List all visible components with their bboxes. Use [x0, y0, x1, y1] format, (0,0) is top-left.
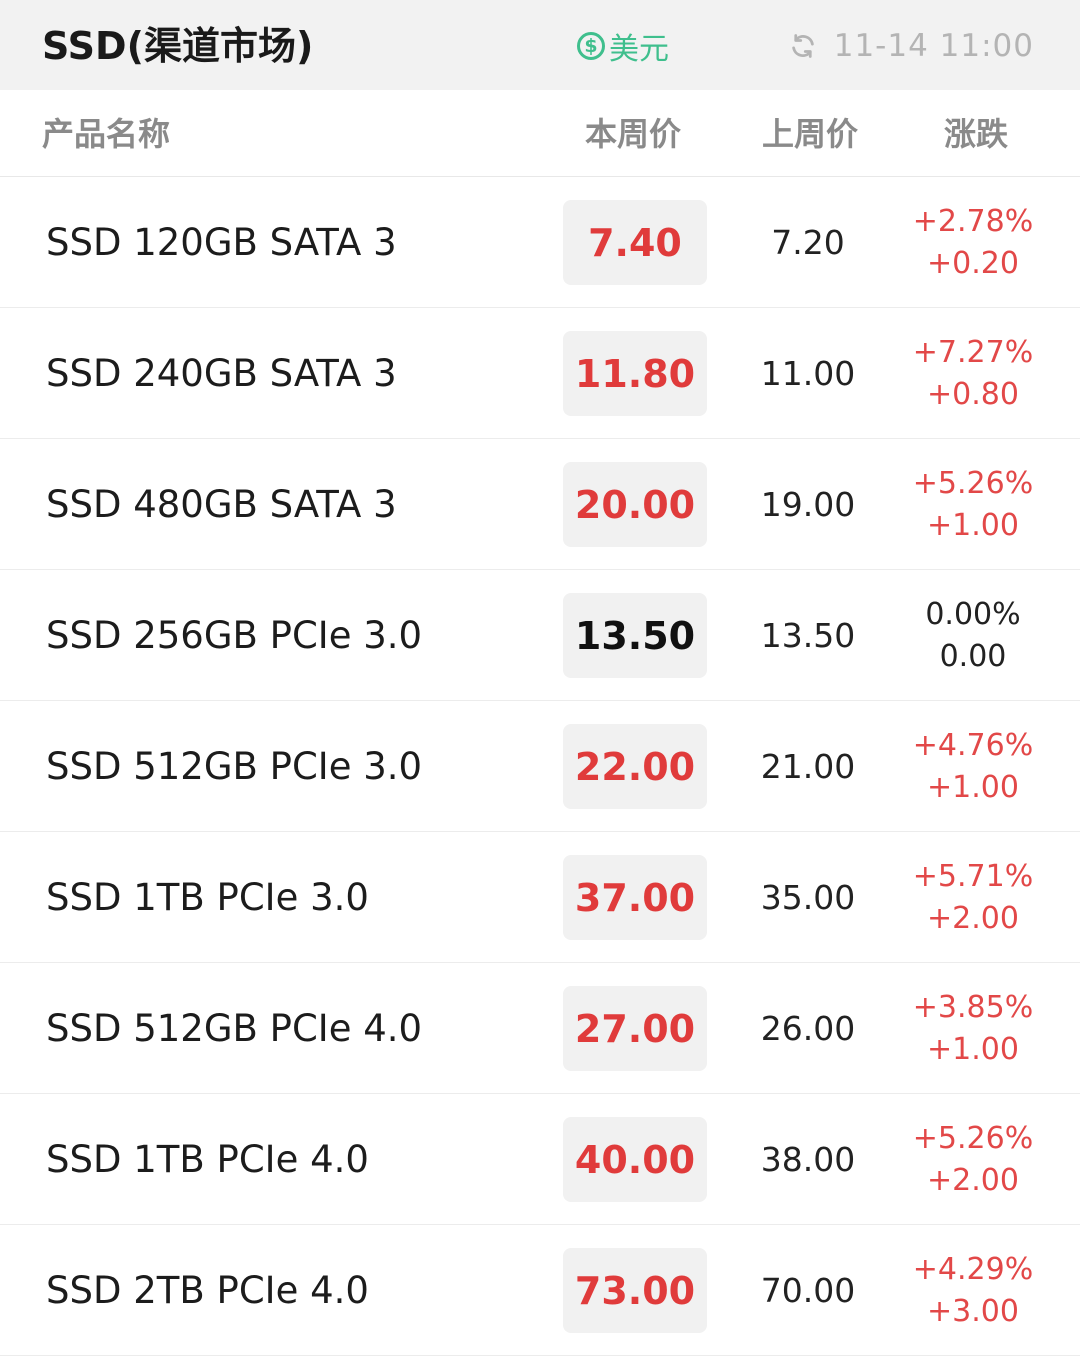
change-percent: 0.00% [925, 597, 1021, 632]
change-percent: +5.26% [912, 466, 1034, 501]
last-week-price: 35.00 [760, 878, 856, 917]
this-week-price: 73.00 [563, 1248, 707, 1333]
page-title: SSD(渠道市场) [42, 24, 314, 68]
table-row[interactable]: SSD 480GB SATA 3 20.00 19.00 +5.26% +1.0… [0, 439, 1080, 570]
this-week-price: 13.50 [563, 593, 707, 678]
product-name: SSD 480GB SATA 3 [46, 483, 397, 526]
this-week-price: 37.00 [563, 855, 707, 940]
price-change: 0.00% 0.00 [902, 594, 1044, 678]
column-header-last-week[interactable]: 上周价 [762, 115, 859, 153]
this-week-price: 11.80 [563, 331, 707, 416]
product-name: SSD 1TB PCIe 3.0 [46, 876, 369, 919]
this-week-price: 22.00 [563, 724, 707, 809]
price-change: +7.27% +0.80 [902, 332, 1044, 416]
product-name: SSD 1TB PCIe 4.0 [46, 1138, 369, 1181]
refresh-button[interactable]: 11-14 11:00 [788, 26, 1034, 66]
table-row[interactable]: SSD 256GB PCIe 3.0 13.50 13.50 0.00% 0.0… [0, 570, 1080, 701]
currency-toggle[interactable]: $ 美元 [577, 26, 669, 67]
price-change: +5.71% +2.00 [902, 856, 1044, 940]
change-percent: +5.26% [912, 1121, 1034, 1156]
this-week-price: 27.00 [563, 986, 707, 1071]
price-change: +3.85% +1.00 [902, 987, 1044, 1071]
table-row[interactable]: SSD 2TB PCIe 4.0 73.00 70.00 +4.29% +3.0… [0, 1225, 1080, 1356]
this-week-price: 20.00 [563, 462, 707, 547]
table-row[interactable]: SSD 1TB PCIe 3.0 37.00 35.00 +5.71% +2.0… [0, 832, 1080, 963]
change-amount: +0.20 [927, 246, 1019, 281]
dollar-icon: $ [577, 32, 605, 60]
last-week-price: 7.20 [771, 223, 845, 262]
last-week-price: 11.00 [760, 354, 856, 393]
price-change: +4.76% +1.00 [902, 725, 1044, 809]
this-week-price: 40.00 [563, 1117, 707, 1202]
last-week-price: 38.00 [760, 1140, 856, 1179]
change-amount: +1.00 [927, 508, 1019, 543]
change-amount: +0.80 [927, 377, 1019, 412]
table-row[interactable]: SSD 120GB SATA 3 7.40 7.20 +2.78% +0.20 [0, 177, 1080, 308]
table-row[interactable]: SSD 512GB PCIe 3.0 22.00 21.00 +4.76% +1… [0, 701, 1080, 832]
product-name: SSD 256GB PCIe 3.0 [46, 614, 423, 657]
change-percent: +3.85% [912, 990, 1034, 1025]
price-change: +5.26% +1.00 [902, 463, 1044, 547]
last-week-price: 19.00 [760, 485, 856, 524]
change-percent: +5.71% [912, 859, 1034, 894]
updated-time: 11-14 11:00 [833, 28, 1034, 64]
last-week-price: 13.50 [760, 616, 856, 655]
change-percent: +4.29% [912, 1252, 1034, 1287]
column-header-change[interactable]: 涨跌 [944, 115, 1009, 153]
price-change: +2.78% +0.20 [902, 201, 1044, 285]
change-amount: +3.00 [927, 1294, 1019, 1329]
table-row[interactable]: SSD 512GB PCIe 4.0 27.00 26.00 +3.85% +1… [0, 963, 1080, 1094]
change-percent: +2.78% [912, 204, 1034, 239]
product-name: SSD 512GB PCIe 3.0 [46, 745, 423, 788]
product-name: SSD 2TB PCIe 4.0 [46, 1269, 369, 1312]
table-row[interactable]: SSD 240GB SATA 3 11.80 11.00 +7.27% +0.8… [0, 308, 1080, 439]
table-header: 产品名称 本周价 上周价 涨跌 [0, 90, 1080, 177]
column-header-this-week[interactable]: 本周价 [585, 115, 682, 153]
currency-label: 美元 [609, 32, 669, 67]
change-amount: +1.00 [927, 770, 1019, 805]
change-amount: 0.00 [939, 639, 1007, 674]
last-week-price: 21.00 [760, 747, 856, 786]
price-table: SSD 120GB SATA 3 7.40 7.20 +2.78% +0.20 … [0, 177, 1080, 1356]
page-header: SSD(渠道市场) $ 美元 11-14 11:00 [0, 0, 1080, 90]
change-amount: +2.00 [927, 1163, 1019, 1198]
price-change: +4.29% +3.00 [902, 1249, 1044, 1333]
change-amount: +1.00 [927, 1032, 1019, 1067]
last-week-price: 70.00 [760, 1271, 856, 1310]
change-percent: +4.76% [912, 728, 1034, 763]
column-header-name: 产品名称 [42, 115, 171, 153]
last-week-price: 26.00 [760, 1009, 856, 1048]
refresh-icon [791, 34, 814, 58]
product-name: SSD 512GB PCIe 4.0 [46, 1007, 423, 1050]
price-change: +5.26% +2.00 [902, 1118, 1044, 1202]
this-week-price: 7.40 [563, 200, 707, 285]
product-name: SSD 120GB SATA 3 [46, 221, 397, 264]
change-percent: +7.27% [912, 335, 1034, 370]
table-row[interactable]: SSD 1TB PCIe 4.0 40.00 38.00 +5.26% +2.0… [0, 1094, 1080, 1225]
change-amount: +2.00 [927, 901, 1019, 936]
product-name: SSD 240GB SATA 3 [46, 352, 397, 395]
